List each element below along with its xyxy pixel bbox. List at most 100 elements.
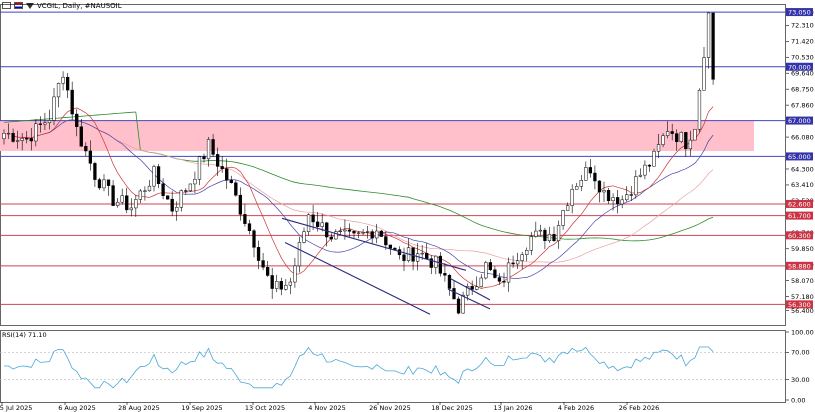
candle-body [556, 225, 561, 242]
candle-body [461, 294, 465, 314]
candle-body [6, 132, 11, 135]
candle-body [465, 286, 470, 296]
window-menu-icon[interactable] [2, 2, 11, 9]
candle-body [684, 132, 688, 150]
x-tick-label: 26 Nov 2025 [369, 404, 411, 412]
candle-body [338, 230, 343, 233]
candle-body [93, 163, 97, 180]
candle-body [115, 201, 120, 206]
candle-body [297, 242, 302, 267]
price-tick-label: 67.860 [791, 101, 814, 109]
candle-body [152, 166, 156, 187]
x-tick-label: 4 Nov 2025 [308, 404, 346, 412]
candle-body [611, 197, 615, 202]
candle-body [365, 231, 370, 233]
candle-body [452, 288, 456, 300]
candle-body [256, 247, 261, 261]
candle-body [61, 76, 65, 84]
candle-body [565, 205, 570, 211]
candle-body [106, 179, 111, 186]
rsi-tick-label: 0.00 [791, 396, 805, 404]
candle-body [79, 126, 83, 147]
candle-body [65, 76, 70, 91]
candle-body [143, 190, 147, 192]
candle-body [529, 236, 533, 251]
candle-body [479, 277, 483, 287]
candle-body [388, 244, 393, 249]
candle-body [325, 222, 329, 238]
candle-body [584, 167, 588, 181]
candle-body [488, 262, 493, 271]
price-tick-label: 72.310 [791, 22, 814, 30]
candle-body [225, 168, 229, 181]
candle-body [634, 176, 638, 196]
x-tick-label: 6 Aug 2025 [58, 404, 96, 412]
candle-body [2, 133, 6, 139]
candle-body [284, 284, 288, 290]
candle-body [579, 180, 583, 187]
level-tag-label: 61.700 [788, 212, 811, 220]
candle-body [38, 123, 43, 125]
candle-body [170, 198, 174, 212]
candle-body [665, 131, 670, 136]
candle-body [497, 277, 502, 282]
candle-body [402, 254, 406, 261]
candle-body [693, 128, 697, 141]
candle-body [329, 236, 333, 240]
candle-body [43, 122, 47, 125]
level-tag [786, 300, 813, 309]
candle-body [456, 298, 461, 314]
candle-body [384, 236, 388, 246]
candle-body [293, 265, 297, 283]
candle-body [652, 151, 656, 167]
candle-body [184, 190, 188, 192]
candle-body [588, 167, 593, 174]
candle-body [697, 90, 702, 130]
candle-body [675, 133, 679, 142]
candle-body [615, 197, 620, 205]
level-tag [786, 62, 813, 71]
x-tick-label: 28 Aug 2025 [118, 404, 160, 412]
candle-body [711, 12, 715, 80]
price-tick-label: 70.530 [791, 54, 814, 62]
candle-body [229, 180, 233, 183]
candle-body [438, 255, 443, 274]
price-tick-label: 59.850 [791, 245, 814, 253]
candle-body [661, 135, 665, 145]
price-tick-label: 57.180 [791, 293, 814, 301]
flag-lower-line [447, 288, 491, 310]
price-tick-label: 63.410 [791, 181, 814, 189]
candle-body [70, 89, 74, 115]
candle-body [511, 262, 515, 265]
x-tick-label: 4 Feb 2026 [558, 404, 594, 412]
x-tick-label: 13 Oct 2025 [245, 404, 285, 412]
x-tick-label: 19 Sep 2025 [181, 404, 222, 412]
candle-body [275, 281, 279, 289]
candle-body [125, 195, 129, 211]
x-tick-label: 26 Feb 2026 [619, 404, 659, 412]
flag-upper-line [449, 277, 491, 301]
level-tag-label: 58.880 [788, 262, 811, 270]
candle-body [188, 183, 193, 191]
flag-icon [14, 2, 23, 9]
x-tick-label: 13 Jan 2026 [494, 404, 533, 412]
candle-body [161, 183, 165, 196]
candle-body [52, 96, 56, 121]
rsi-tick-label: 70.00 [791, 349, 810, 357]
level-tag-label: 65.000 [788, 153, 811, 161]
candle-body [538, 229, 543, 232]
dropdown-icon[interactable] [26, 2, 34, 9]
candle-body [88, 150, 93, 164]
candle-body [197, 156, 202, 180]
level-tag-label: 73.050 [788, 9, 811, 17]
candle-body [597, 180, 602, 193]
supply-zone [0, 120, 754, 152]
candle-body [84, 146, 88, 152]
candle-body [370, 231, 374, 239]
candle-body [447, 274, 452, 289]
candle-body [411, 247, 415, 262]
candle-body [638, 174, 643, 177]
candle-body [425, 252, 429, 259]
candle-body [202, 156, 206, 160]
